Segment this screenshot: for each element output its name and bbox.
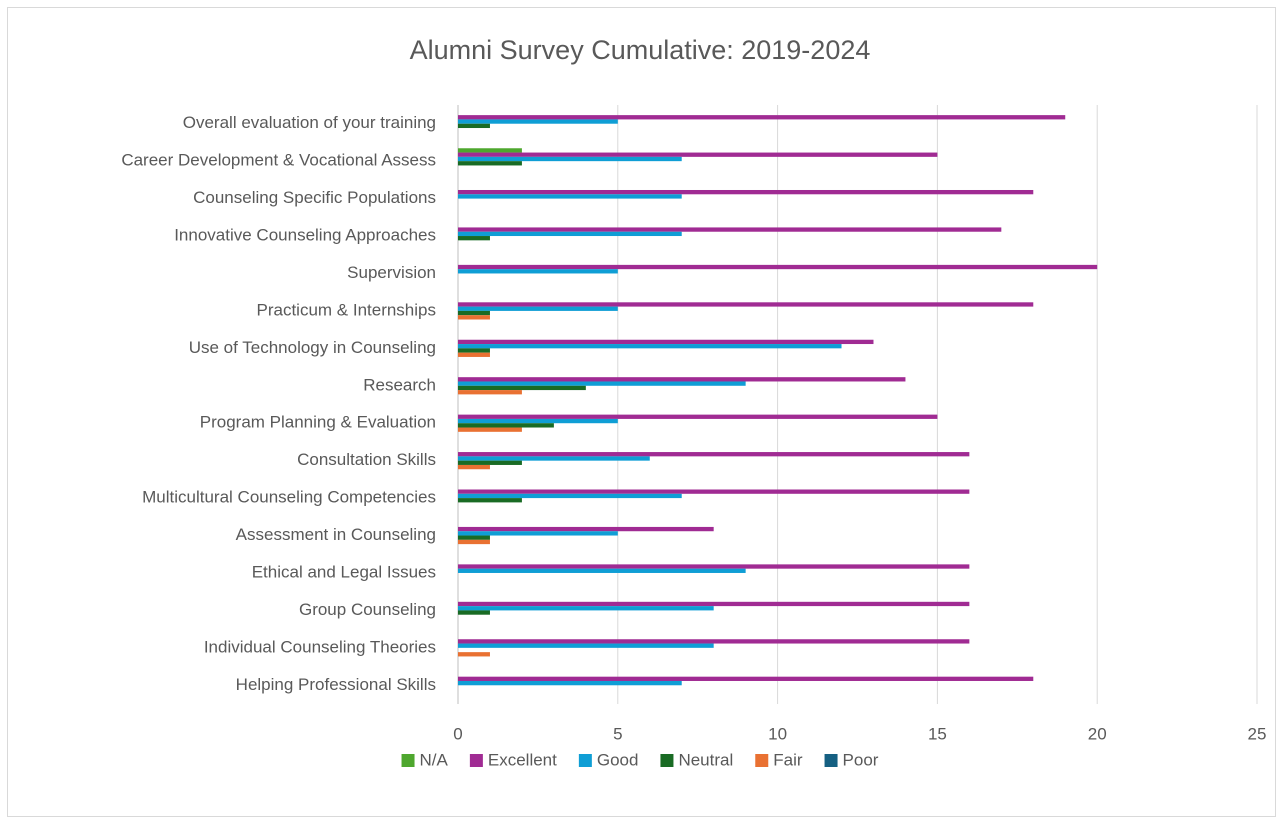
bar	[458, 161, 522, 166]
bar	[458, 414, 938, 419]
bar	[458, 464, 490, 470]
x-tick-label: 25	[1248, 724, 1267, 743]
y-tick-label: Ethical and Legal Issues	[252, 562, 436, 581]
legend-label: Excellent	[488, 750, 557, 769]
bar	[458, 236, 490, 241]
y-tick-label: Individual Counseling Theories	[204, 637, 436, 656]
bar	[458, 539, 490, 545]
bar	[458, 352, 490, 357]
bar	[458, 344, 842, 349]
bar	[458, 302, 1034, 307]
x-tick-label: 15	[928, 724, 947, 743]
bar	[458, 493, 682, 499]
bar	[458, 194, 682, 199]
bar	[458, 423, 554, 428]
y-tick-label: Supervision	[347, 263, 436, 282]
legend-swatch	[824, 754, 838, 767]
bar	[458, 264, 1098, 270]
bar	[458, 227, 1002, 232]
y-tick-label: Group Counseling	[299, 600, 436, 619]
bar	[458, 680, 682, 686]
y-tick-label: Overall evaluation of your training	[183, 113, 436, 132]
y-tick-label: Innovative Counseling Approaches	[174, 226, 436, 245]
legend-label: Fair	[773, 750, 803, 769]
bar	[458, 390, 522, 395]
legend-swatch	[469, 754, 483, 767]
bar	[458, 460, 522, 465]
legend-label: N/A	[420, 750, 449, 769]
y-tick-label: Research	[363, 375, 436, 394]
legend-swatch	[755, 754, 769, 767]
bar	[458, 652, 490, 657]
bar	[458, 152, 938, 157]
bar	[458, 676, 1034, 681]
bar	[458, 643, 714, 648]
bar	[458, 148, 522, 153]
bar	[458, 377, 906, 382]
bar	[458, 115, 1066, 120]
bar	[458, 452, 970, 457]
bar	[458, 306, 618, 311]
y-tick-label: Program Planning & Evaluation	[200, 413, 436, 432]
bar	[458, 310, 490, 316]
bar	[458, 564, 970, 569]
y-tick-label: Assessment in Counseling	[236, 525, 436, 544]
bar	[458, 610, 490, 615]
y-tick-label: Helping Professional Skills	[236, 675, 436, 694]
bar	[458, 498, 522, 503]
legend-label: Neutral	[678, 750, 733, 769]
y-tick-label: Career Development & Vocational Assess	[121, 151, 436, 170]
bar	[458, 315, 490, 320]
bar	[458, 381, 746, 386]
bar	[458, 385, 586, 391]
x-tick-label: 10	[768, 724, 787, 743]
y-tick-label: Practicum & Internships	[256, 300, 436, 319]
bar	[458, 606, 714, 611]
y-tick-label: Multicultural Counseling Competencies	[142, 488, 436, 507]
bar	[458, 639, 970, 644]
bar	[458, 535, 490, 540]
legend-swatch	[578, 754, 592, 767]
chart-title: Alumni Survey Cumulative: 2019-2024	[410, 35, 871, 65]
y-tick-label: Use of Technology in Counseling	[189, 338, 436, 357]
x-tick-label: 5	[613, 724, 622, 743]
bar	[458, 531, 618, 536]
bar	[458, 489, 970, 494]
x-tick-label: 0	[453, 724, 462, 743]
bar	[458, 348, 490, 353]
legend-label: Poor	[843, 750, 879, 769]
bar	[458, 601, 970, 607]
legend-swatch	[660, 754, 674, 767]
bar	[458, 189, 1034, 195]
bar	[458, 427, 522, 432]
bar	[458, 119, 618, 124]
bar	[458, 339, 874, 345]
bar	[458, 568, 746, 573]
x-tick-label: 20	[1088, 724, 1107, 743]
y-tick-label: Consultation Skills	[297, 450, 436, 469]
bar	[458, 418, 618, 424]
bar	[458, 456, 650, 461]
bar	[458, 269, 618, 274]
bar	[458, 123, 490, 129]
bar	[458, 156, 682, 162]
y-tick-label: Counseling Specific Populations	[193, 188, 436, 207]
legend-swatch	[401, 754, 415, 767]
bar	[458, 231, 682, 237]
bar	[458, 526, 714, 532]
legend-label: Good	[597, 750, 639, 769]
